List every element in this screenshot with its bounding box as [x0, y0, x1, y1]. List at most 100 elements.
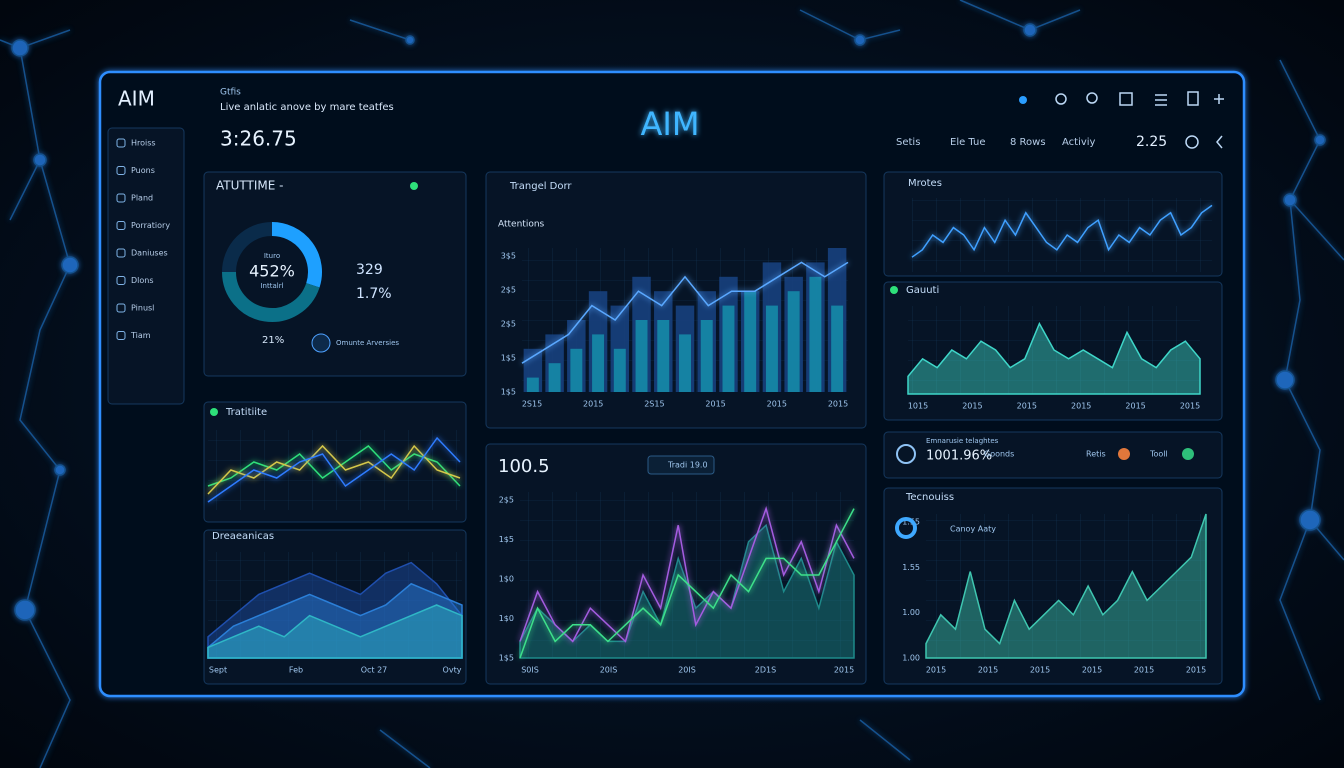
dashboard-title: AIM	[641, 105, 700, 143]
strip-item[interactable]: Tooll	[1149, 450, 1168, 459]
bar	[592, 334, 605, 392]
x-tick-label: 2015	[583, 400, 603, 409]
bar	[548, 363, 561, 392]
bar	[787, 291, 800, 392]
donut-stat: 1.7%	[356, 286, 392, 302]
x-tick-label: 2015	[962, 402, 982, 411]
area	[207, 604, 463, 659]
panel-title: Mrotes	[908, 178, 942, 189]
x-tick-label: 20IS	[678, 666, 696, 675]
x-tick-label: 2015	[1071, 402, 1091, 411]
sidebar-item[interactable]: Puons	[131, 166, 155, 175]
plot-grid	[926, 514, 1206, 658]
toggle-dot	[210, 408, 218, 416]
x-tick-label: 2S15	[522, 400, 542, 409]
sidebar-icon[interactable]	[116, 248, 126, 258]
note-icon	[311, 333, 331, 353]
x-tick-label: 2015	[1017, 402, 1037, 411]
donut-segment	[222, 271, 320, 322]
bar	[809, 276, 822, 392]
sidebar-item[interactable]: Hroiss	[131, 139, 156, 148]
sidebar	[107, 127, 185, 405]
sidebar-item[interactable]: Tiam	[130, 331, 151, 340]
sidebar-icon[interactable]	[116, 138, 126, 148]
y-tick-label: 1.55	[902, 563, 920, 572]
strip-item[interactable]: Goonds	[984, 450, 1014, 459]
nav-item[interactable]: Setis	[896, 137, 920, 148]
bar	[679, 334, 691, 392]
sidebar-icon[interactable]	[116, 193, 126, 203]
panel-title: 100.5	[498, 456, 550, 477]
target-icon	[895, 517, 917, 539]
sidebar-icon[interactable]	[116, 303, 126, 313]
line	[519, 508, 855, 659]
sidebar-item[interactable]: Porratiory	[131, 221, 170, 230]
x-tick-label: Oct 27	[361, 666, 388, 675]
toolbar-icons[interactable]	[1019, 91, 1224, 149]
status-dot	[1118, 448, 1130, 460]
sidebar-icon[interactable]	[116, 276, 126, 285]
strip-value: 1001.96%	[926, 449, 992, 464]
y-tick-label: 2$5	[499, 496, 514, 505]
y-tick-label: 2$5	[501, 320, 516, 329]
button-label[interactable]: Tradi 19.0	[667, 461, 708, 470]
toggle-dot	[410, 182, 418, 190]
x-tick-label: 2015	[1186, 666, 1206, 675]
nav-item[interactable]: Activiy	[1062, 137, 1096, 148]
logo: AIM	[118, 87, 155, 111]
button[interactable]	[647, 455, 715, 475]
y-tick-label: 2$5	[501, 286, 516, 295]
x-tick-label: 2S15	[644, 400, 664, 409]
strip-item[interactable]: Retis	[1086, 450, 1106, 459]
sidebar-item[interactable]: Dlons	[131, 276, 154, 285]
panel	[203, 171, 467, 377]
strip-caption: Emnarusie telaghtes	[926, 437, 999, 445]
sidebar-icon[interactable]	[116, 221, 126, 230]
x-tick-label: 2015	[926, 666, 946, 675]
x-tick-label: Sept	[209, 666, 227, 675]
x-tick-label: 2D1S	[755, 666, 776, 675]
bar	[657, 320, 670, 392]
donut-note: Omunte Arversies	[336, 339, 399, 347]
area	[925, 513, 1207, 659]
donut-stat: 329	[356, 262, 383, 278]
nav-value: 2.25	[1136, 134, 1167, 150]
y-tick-label: 1$5	[499, 654, 514, 663]
y-tick-label: 1.00	[902, 608, 920, 617]
clock: 3:26.75	[220, 127, 297, 151]
panel-title: ATUTTIME -	[216, 179, 283, 193]
x-tick-label: 2015	[828, 400, 848, 409]
bar	[526, 377, 539, 392]
sidebar-item[interactable]: Pinusl	[131, 304, 154, 313]
y-tick-label: 1.00	[902, 654, 920, 663]
sidebar-item[interactable]: Daniuses	[131, 249, 168, 258]
x-tick-label: 2015	[978, 666, 998, 675]
y-tick-label: 1$5	[501, 388, 516, 397]
y-tick-label: 1$5	[499, 535, 514, 544]
status-dot	[1182, 448, 1194, 460]
line	[521, 261, 849, 364]
x-tick-label: 1015	[908, 402, 928, 411]
panel-title: Dreaeanicas	[212, 531, 274, 542]
area	[907, 321, 1201, 395]
small-label: Gtfis	[220, 88, 241, 98]
bar	[635, 320, 648, 392]
sidebar-item[interactable]: Pland	[131, 194, 153, 203]
toggle-dot	[890, 286, 898, 294]
nav-item[interactable]: Ele Tue	[950, 137, 986, 148]
x-tick-label: Feb	[289, 666, 303, 675]
panel-title: Trangel Dorr	[509, 181, 572, 192]
nav-item[interactable]: 8 Rows	[1010, 137, 1046, 148]
legend: Attentions	[498, 220, 545, 230]
bar	[722, 305, 735, 392]
sidebar-icon[interactable]	[116, 166, 126, 175]
bar	[744, 291, 757, 392]
sidebar-icon[interactable]	[116, 331, 126, 340]
donut-top: Ituro	[264, 252, 280, 260]
x-tick-label: 20IS	[600, 666, 618, 675]
line	[519, 506, 855, 643]
content: Setis Ele Tue 8 Rows Activiy Hroiss Puons Plan…	[116, 137, 1213, 675]
panel-title: Tratitiite	[225, 407, 267, 418]
